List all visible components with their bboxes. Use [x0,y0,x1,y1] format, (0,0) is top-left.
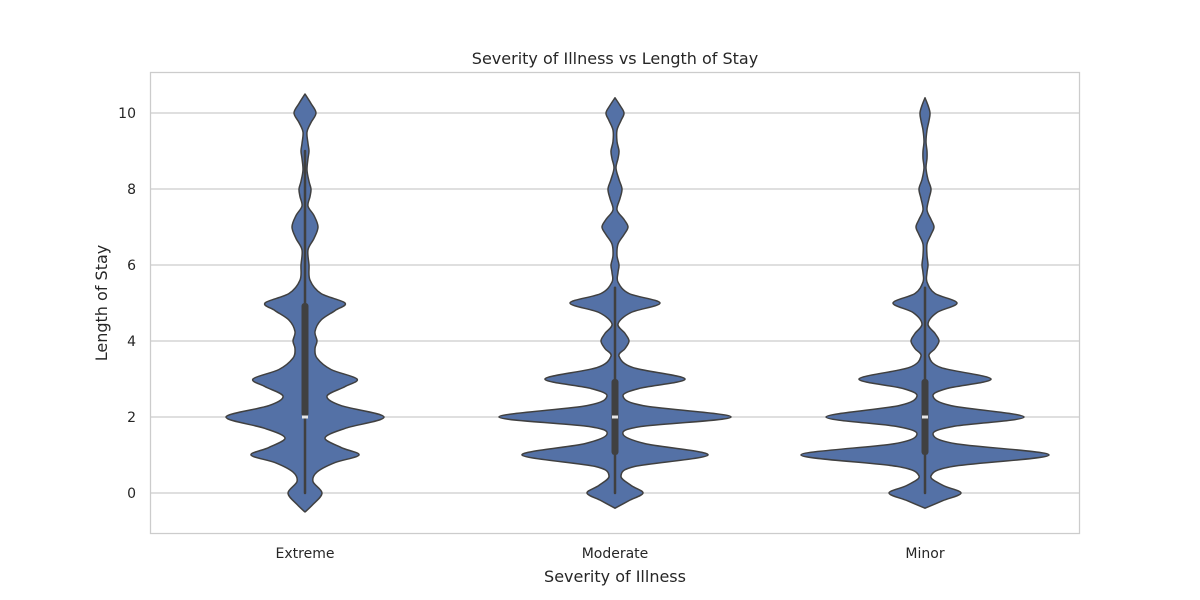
violins-group [225,93,1050,513]
y-axis-label: Length of Stay [92,245,111,361]
y-tick-label: 6 [127,258,136,274]
chart-title: Severity of Illness vs Length of Stay [472,49,758,68]
violin-minor [800,97,1050,509]
y-tick-label: 8 [127,182,136,198]
violin-moderate [498,97,732,509]
x-tick-label-moderate: Moderate [582,546,649,562]
x-axis-label: Severity of Illness [544,567,686,586]
y-tick-label: 4 [127,334,136,350]
median-marker [612,415,618,419]
x-tick-labels: Extreme Moderate Minor [276,546,945,562]
median-marker [922,415,928,419]
iqr-box [301,303,309,417]
y-tick-label: 0 [127,486,136,502]
median-marker [302,415,308,419]
y-tick-label: 10 [118,106,136,122]
y-tick-labels: 0 2 4 6 8 10 [118,106,136,502]
x-tick-label-minor: Minor [905,546,944,562]
violin-extreme [225,93,385,513]
x-tick-label-extreme: Extreme [276,546,335,562]
axes-frame [149,71,1081,535]
y-tick-label: 2 [127,410,136,426]
